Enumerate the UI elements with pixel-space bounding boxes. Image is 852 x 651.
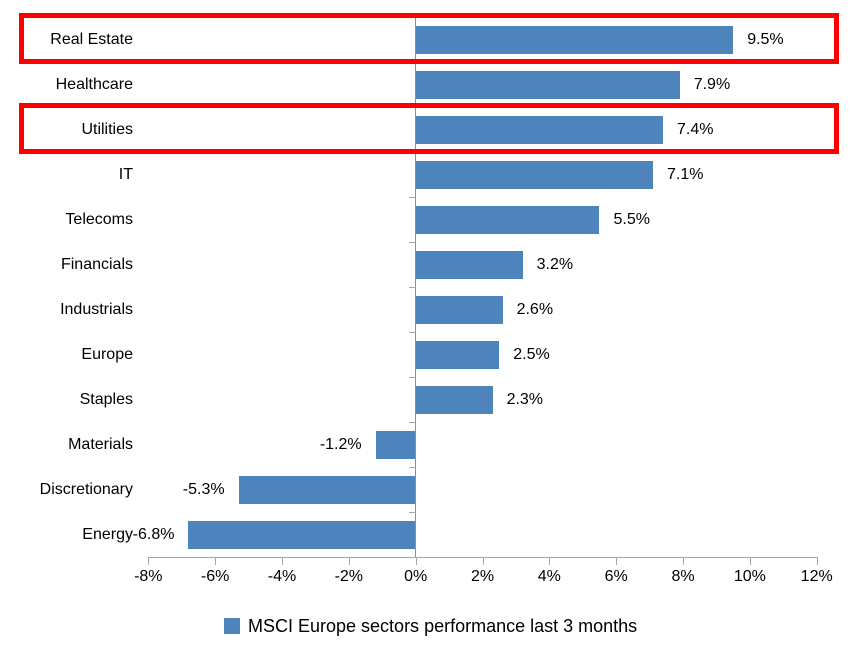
category-label-telecoms: Telecoms	[65, 211, 133, 228]
category-label-staples: Staples	[79, 391, 133, 408]
x-axis-tick-2	[281, 557, 283, 565]
x-axis-tick-label-6: 4%	[537, 568, 561, 585]
category-label-financials: Financials	[60, 256, 133, 273]
bar-telecoms	[415, 205, 600, 234]
value-label-staples: 2.3%	[506, 390, 544, 408]
value-label-telecoms: 5.5%	[613, 210, 650, 228]
value-label-energy: -6.8%	[132, 525, 175, 543]
value-label-utilities: 7.4%	[677, 120, 714, 138]
bar-real-estate	[415, 25, 734, 54]
category-label-energy: Energy	[82, 526, 133, 543]
bar-healthcare	[415, 70, 680, 99]
value-label-financials: 3.2%	[536, 255, 574, 273]
bar-it	[415, 160, 653, 189]
bar-energy	[188, 520, 416, 549]
x-axis-tick-1	[215, 557, 217, 565]
category-tick-8	[408, 377, 416, 378]
category-tick-4	[408, 197, 416, 198]
category-label-discretionary: Discretionary	[39, 481, 133, 498]
x-axis-tick-label-5: 2%	[470, 568, 495, 585]
legend-label: MSCI Europe sectors performance last 3 m…	[248, 615, 638, 636]
highlight-box-utilities	[19, 102, 839, 154]
x-axis-tick-label-9: 10%	[733, 568, 766, 585]
value-label-discretionary: -5.3%	[182, 480, 225, 498]
x-axis-tick-10	[816, 557, 818, 565]
x-axis-line	[148, 557, 817, 558]
x-axis-tick-label-8: 8%	[671, 568, 695, 585]
x-axis-tick-label-1: -6%	[200, 568, 230, 585]
category-label-europe: Europe	[81, 346, 133, 363]
value-label-it: 7.1%	[666, 165, 704, 183]
category-tick-5	[408, 242, 416, 243]
category-label-utilities: Utilities	[81, 121, 133, 138]
x-axis-tick-5	[482, 557, 484, 565]
category-tick-9	[408, 422, 416, 423]
category-label-healthcare: Healthcare	[55, 76, 133, 93]
highlight-box-real-estate	[19, 12, 839, 64]
x-axis-tick-label-10: 12%	[800, 568, 833, 585]
value-label-materials: -1.2%	[319, 435, 362, 453]
x-axis-tick-4	[415, 557, 417, 565]
x-axis-tick-label-2: -4%	[267, 568, 297, 585]
category-tick-0	[408, 17, 416, 18]
x-axis-tick-0	[148, 557, 150, 565]
value-label-real-estate: 9.5%	[747, 30, 784, 48]
value-label-europe: 2.5%	[513, 345, 550, 363]
value-label-industrials: 2.6%	[516, 300, 554, 318]
x-axis-tick-label-4: 0%	[404, 568, 428, 585]
bar-staples	[415, 385, 493, 414]
x-axis-tick-3	[348, 557, 350, 565]
legend-swatch-icon	[224, 618, 240, 634]
bar-industrials	[415, 295, 503, 324]
x-axis-tick-label-7: 6%	[604, 568, 628, 585]
category-label-industrials: Industrials	[60, 301, 133, 318]
x-axis-tick-9	[749, 557, 751, 565]
category-tick-11	[408, 512, 416, 513]
bar-europe	[415, 340, 500, 369]
bar-financials	[415, 250, 523, 279]
value-label-healthcare: 7.9%	[693, 75, 731, 93]
x-axis-tick-8	[683, 557, 685, 565]
x-axis-tick-7	[616, 557, 618, 565]
legend: MSCI Europe sectors performance last 3 m…	[224, 612, 637, 640]
category-tick-7	[408, 332, 416, 333]
category-label-it: IT	[118, 166, 133, 183]
category-tick-10	[408, 467, 416, 468]
category-tick-6	[408, 287, 416, 288]
category-tick-2	[408, 107, 416, 108]
x-axis-tick-label-0: -8%	[134, 568, 163, 585]
category-label-materials: Materials	[68, 436, 133, 453]
bar-discretionary	[238, 475, 416, 504]
category-label-real-estate: Real Estate	[50, 31, 133, 48]
x-axis-tick-6	[549, 557, 551, 565]
x-axis-tick-label-3: -2%	[334, 568, 364, 585]
bar-utilities	[415, 115, 663, 144]
bar-materials	[375, 430, 416, 459]
